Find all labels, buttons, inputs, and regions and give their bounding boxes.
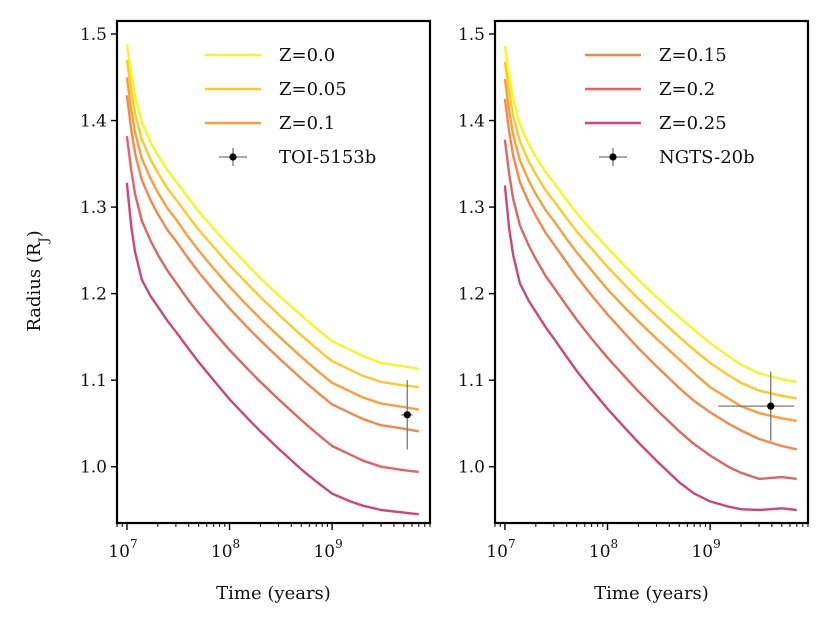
plot-frame bbox=[115, 19, 432, 525]
x-tick-label: 107 bbox=[108, 537, 137, 562]
legend-marker bbox=[229, 153, 237, 161]
chart-panel-1: 1.0 1.1 1.2 1.3 1.4 1.5 107 108 109 Time (years) Z… bbox=[80, 19, 432, 604]
y-tick-label: 1.4 bbox=[458, 112, 485, 132]
y-tick-label: 1.1 bbox=[80, 371, 107, 391]
legend-item: Z=0.25 bbox=[585, 113, 727, 134]
x-axis-title: Time (years) bbox=[594, 583, 709, 604]
legend-item: Z=0.1 bbox=[205, 113, 335, 134]
data-point-toi-5153b bbox=[403, 411, 411, 419]
data-point-ngts-20b bbox=[767, 402, 775, 410]
legend-item: Z=0.05 bbox=[205, 79, 347, 100]
curve-unlabelled-1 bbox=[503, 45, 798, 384]
legend-label: Z=0.15 bbox=[659, 45, 727, 66]
curve-unlabelled-3 bbox=[503, 78, 798, 423]
legend-item: NGTS-20b bbox=[599, 147, 755, 168]
x-tick-label: 107 bbox=[486, 537, 515, 562]
legend-item: Z=0.15 bbox=[585, 45, 727, 66]
legend-item: Z=0.2 bbox=[585, 79, 715, 100]
legend-label: Z=0.25 bbox=[659, 113, 727, 134]
series-line-z-0-05 bbox=[125, 59, 419, 389]
series-line-z-0-15 bbox=[503, 98, 798, 451]
series-line-z-0-1 bbox=[125, 77, 420, 411]
plot-frame bbox=[493, 19, 810, 525]
x-tick-label: 109 bbox=[691, 537, 720, 562]
y-tick-label: 1.5 bbox=[80, 25, 107, 45]
curve-unlabelled-3 bbox=[125, 182, 419, 516]
legend-label: Z=0.1 bbox=[279, 113, 335, 134]
legend-label: Z=0.2 bbox=[659, 79, 715, 100]
legend-item: TOI-5153b bbox=[219, 147, 376, 168]
series-line-z-0-2 bbox=[503, 139, 797, 481]
legend: Z=0.0 Z=0.05 Z=0.1 TOI-5153b bbox=[205, 45, 376, 168]
y-tick-label: 1.3 bbox=[80, 198, 107, 218]
curve-unlabelled-2 bbox=[503, 61, 798, 400]
series-line-z-0-0 bbox=[125, 44, 420, 371]
series-line-z-0-25 bbox=[503, 185, 797, 512]
legend-marker bbox=[609, 153, 617, 161]
y-tick-label: 1.5 bbox=[458, 25, 485, 45]
x-tick-label: 108 bbox=[211, 537, 240, 562]
y-tick-label: 1.4 bbox=[80, 112, 107, 132]
y-tick-label: 1.3 bbox=[458, 198, 485, 218]
x-tick-label: 108 bbox=[589, 537, 618, 562]
y-tick-label: 1.1 bbox=[458, 371, 485, 391]
y-tick-label: 1.2 bbox=[80, 285, 107, 305]
legend-label: Z=0.05 bbox=[279, 79, 347, 100]
y-tick-label: 1.0 bbox=[458, 458, 485, 478]
curve-unlabelled-2 bbox=[125, 135, 419, 474]
chart-panel-2: 1.0 1.1 1.2 1.3 1.4 1.5 107 108 109 Time (years) Z… bbox=[458, 19, 810, 604]
legend-label: Z=0.0 bbox=[279, 45, 335, 66]
y-tick-label: 1.0 bbox=[80, 458, 107, 478]
curve-unlabelled-1 bbox=[125, 95, 420, 433]
legend-label: TOI-5153b bbox=[279, 147, 376, 168]
x-tick-label: 109 bbox=[313, 537, 342, 562]
legend-label: NGTS-20b bbox=[659, 147, 755, 168]
legend-item: Z=0.0 bbox=[205, 45, 335, 66]
y-tick-label: 1.2 bbox=[458, 285, 485, 305]
x-axis-title: Time (years) bbox=[216, 583, 331, 604]
legend: Z=0.15 Z=0.2 Z=0.25 NGTS-20b bbox=[585, 45, 755, 168]
y-axis-title: Radius (RJ) bbox=[24, 230, 52, 331]
